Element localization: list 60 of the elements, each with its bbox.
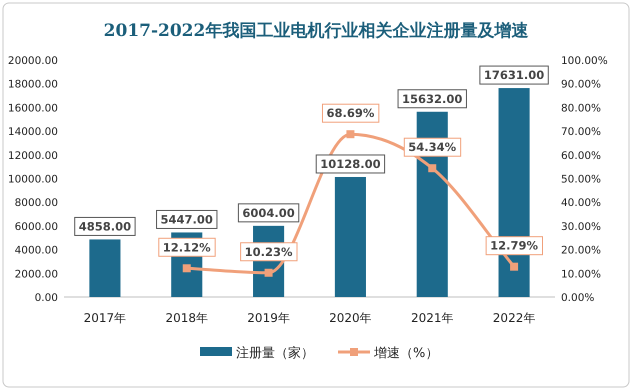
point	[182, 264, 191, 272]
x-tick-label: 2022年	[492, 311, 536, 325]
y-tick-label: 20000.00	[8, 55, 58, 67]
x-tick-label: 2017年	[84, 311, 126, 325]
y-tick-label: 8000.00	[14, 197, 58, 210]
y-tick-label: 2000.00	[14, 268, 58, 280]
data-label: 68.69%	[326, 106, 375, 120]
y-tick-label: 14000.00	[8, 126, 58, 138]
point	[510, 262, 518, 271]
y-tick-label: 18000.00	[8, 78, 58, 91]
y2-tick-label: 0.00%	[561, 292, 594, 304]
label: 15632.00	[398, 89, 467, 108]
y2-tick-label: 70.00%	[561, 126, 602, 138]
y2-tick-label: 50.00%	[561, 174, 602, 186]
label: 5447.00	[156, 210, 218, 229]
y2-tick-label: 40.00%	[561, 197, 602, 210]
label: 12.12%	[158, 238, 216, 257]
x-tick-label: 2019年	[247, 311, 290, 325]
y2-tick-label: 100.00%	[561, 55, 608, 67]
point	[346, 130, 354, 138]
y-tick-label: 6000.00	[14, 220, 58, 233]
label: 17631.00	[479, 66, 549, 85]
data-label: 4858.00	[78, 219, 132, 234]
data-label: 10.23%	[244, 244, 294, 259]
label: 10.23%	[240, 242, 298, 262]
y-tick-label: 16000.00	[8, 102, 58, 114]
y2-tick-label: 60.00%	[561, 150, 602, 162]
data-label: 12.79%	[490, 238, 539, 253]
data-label: 54.34%	[408, 140, 457, 154]
y2-tick-label: 20.00%	[561, 244, 602, 257]
y2-tick-label: 80.00%	[561, 102, 602, 114]
legend-label: 注册量（家）	[236, 345, 314, 361]
label: 6004.00	[238, 203, 300, 222]
y2-tick-label: 90.00%	[561, 78, 602, 91]
x-tick-label: 2021年	[410, 311, 454, 325]
legend-label: 增速（%）	[373, 346, 438, 361]
label: 54.34%	[404, 138, 462, 157]
y2-tick-label: 10.00%	[561, 268, 602, 280]
x-tick-label: 2018年	[165, 311, 208, 325]
y-tick-label: 12000.00	[8, 150, 58, 162]
data-label: 12.12%	[162, 240, 212, 254]
bar	[334, 176, 366, 297]
y-tick-label: 4000.00	[14, 244, 58, 257]
data-label: 17631.00	[484, 68, 544, 82]
data-label: 5447.00	[160, 212, 213, 226]
label: 68.69%	[322, 104, 380, 123]
data-label: 10128.00	[320, 156, 381, 171]
y-tick-label: 10000.00	[8, 174, 58, 186]
point	[264, 268, 273, 277]
x-tick-label: 2020年	[329, 311, 372, 325]
data-label: 15632.00	[402, 92, 462, 106]
label: 10128.00	[316, 154, 386, 174]
y2-tick-label: 30.00%	[561, 220, 602, 233]
y-tick-label: 0.00	[34, 292, 58, 304]
point	[428, 164, 436, 172]
data-label: 6004.00	[242, 206, 295, 220]
label: 4858.00	[74, 216, 136, 236]
label: 12.79%	[486, 236, 543, 256]
bar	[89, 239, 120, 297]
chart-title: 2017-2022年我国工业电机行业相关企业注册量及增速	[104, 21, 528, 41]
